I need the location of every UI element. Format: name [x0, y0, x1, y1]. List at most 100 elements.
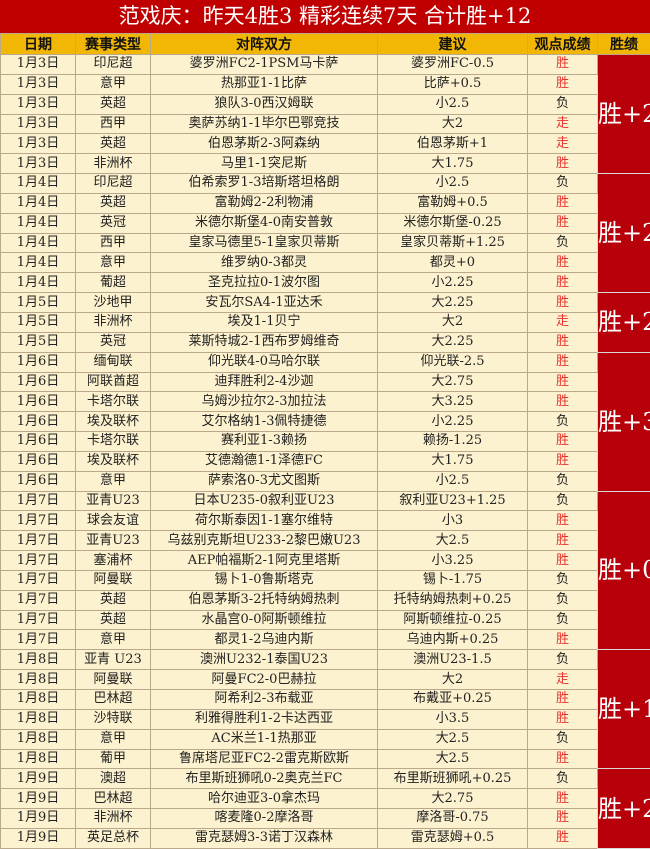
result-cell: 胜: [528, 630, 598, 650]
result-cell: 负: [528, 233, 598, 253]
league-cell: 缅甸联: [76, 352, 151, 372]
tip-cell: 仰光联-2.5: [378, 352, 528, 372]
date-cell: 1月3日: [1, 114, 76, 134]
league-cell: 英超: [76, 590, 151, 610]
tip-cell: 小2.5: [378, 174, 528, 194]
result-cell: 负: [528, 769, 598, 789]
results-table: 日期 赛事类型 对阵双方 建议 观点成绩 胜绩 1月3日印尼超婆罗洲FC2-1P…: [0, 33, 650, 849]
result-cell: 胜: [528, 74, 598, 94]
header-date: 日期: [1, 34, 76, 55]
result-cell: 胜: [528, 709, 598, 729]
match-cell: 哈尔迪亚3-0拿杰玛: [151, 789, 378, 809]
league-cell: 非洲杯: [76, 312, 151, 332]
result-cell: 负: [528, 729, 598, 749]
result-cell: 负: [528, 471, 598, 491]
league-cell: 英冠: [76, 332, 151, 352]
league-cell: 英超: [76, 610, 151, 630]
match-cell: 安瓦尔SA4-1亚达禾: [151, 293, 378, 313]
date-cell: 1月9日: [1, 809, 76, 829]
result-cell: 胜: [528, 749, 598, 769]
tip-cell: 大1.75: [378, 154, 528, 174]
result-cell: 胜: [528, 193, 598, 213]
league-cell: 卡塔尔联: [76, 392, 151, 412]
result-cell: 负: [528, 570, 598, 590]
date-cell: 1月4日: [1, 253, 76, 273]
match-cell: 乌兹别克斯坦U233-2黎巴嫩U23: [151, 531, 378, 551]
match-cell: 米德尔斯堡4-0南安普敦: [151, 213, 378, 233]
tip-cell: 大2.5: [378, 531, 528, 551]
league-cell: 英冠: [76, 213, 151, 233]
date-cell: 1月3日: [1, 154, 76, 174]
result-cell: 胜: [528, 690, 598, 710]
date-cell: 1月8日: [1, 690, 76, 710]
tip-cell: 富勒姆+0.5: [378, 193, 528, 213]
league-cell: 印尼超: [76, 174, 151, 194]
tip-cell: 伯恩茅斯+1: [378, 134, 528, 154]
date-cell: 1月6日: [1, 372, 76, 392]
date-cell: 1月4日: [1, 193, 76, 213]
tip-cell: 小2.25: [378, 273, 528, 293]
tip-cell: 大2.5: [378, 749, 528, 769]
result-cell: 胜: [528, 551, 598, 571]
tip-cell: 小3.25: [378, 551, 528, 571]
tip-cell: 小2.5: [378, 94, 528, 114]
league-cell: 球会友谊: [76, 511, 151, 531]
league-cell: 英足总杯: [76, 828, 151, 848]
match-cell: 艾德瀚德1-1泽德FC: [151, 451, 378, 471]
date-cell: 1月6日: [1, 471, 76, 491]
tip-cell: 赖扬-1.25: [378, 432, 528, 452]
league-cell: 塞浦杯: [76, 551, 151, 571]
result-cell: 胜: [528, 828, 598, 848]
date-cell: 1月6日: [1, 412, 76, 432]
date-cell: 1月6日: [1, 451, 76, 471]
header-summary: 胜绩: [598, 34, 650, 55]
league-cell: 亚青U23: [76, 531, 151, 551]
match-cell: 水晶宫0-0阿斯顿维拉: [151, 610, 378, 630]
league-cell: 阿联酋超: [76, 372, 151, 392]
tip-cell: 澳洲U23-1.5: [378, 650, 528, 670]
date-cell: 1月7日: [1, 570, 76, 590]
day-summary-cell: 胜+2: [598, 769, 650, 848]
league-cell: 阿曼联: [76, 570, 151, 590]
league-cell: 意甲: [76, 471, 151, 491]
result-cell: 走: [528, 312, 598, 332]
match-cell: 富勒姆2-2利物浦: [151, 193, 378, 213]
match-cell: 日本U235-0叙利亚U23: [151, 491, 378, 511]
result-cell: 负: [528, 94, 598, 114]
tip-cell: 小2.25: [378, 412, 528, 432]
day-summary-cell: 胜+0: [598, 491, 650, 650]
match-cell: 鲁席塔尼亚FC2-2雷克斯欧斯: [151, 749, 378, 769]
tip-cell: 布里斯班狮吼+0.25: [378, 769, 528, 789]
tip-cell: 乌迪内斯+0.25: [378, 630, 528, 650]
date-cell: 1月7日: [1, 610, 76, 630]
league-cell: 沙地甲: [76, 293, 151, 313]
match-cell: 澳洲U232-1泰国U23: [151, 650, 378, 670]
date-cell: 1月3日: [1, 94, 76, 114]
date-cell: 1月4日: [1, 213, 76, 233]
header-tip: 建议: [378, 34, 528, 55]
date-cell: 1月3日: [1, 55, 76, 75]
result-cell: 胜: [528, 372, 598, 392]
league-cell: 西甲: [76, 114, 151, 134]
date-cell: 1月7日: [1, 590, 76, 610]
match-cell: 仰光联4-0马哈尔联: [151, 352, 378, 372]
